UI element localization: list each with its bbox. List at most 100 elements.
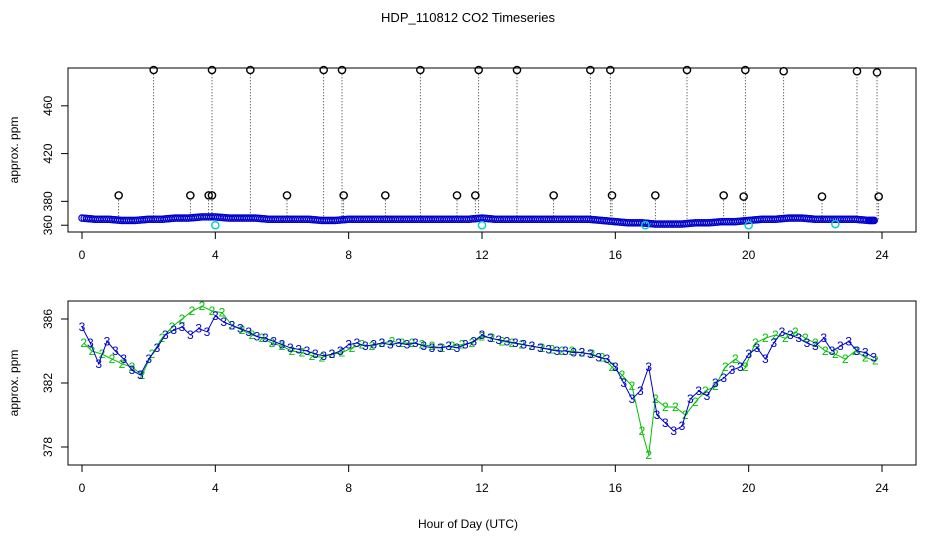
co2-outlier-point	[474, 65, 483, 75]
co2-digit-point: 3	[237, 322, 244, 336]
co2-digit-point: 3	[829, 344, 836, 358]
co2-digit-point: 3	[370, 338, 377, 352]
bottom-x-tick-label: 0	[79, 481, 86, 495]
co2-outlier-point	[872, 68, 882, 77]
co2-digit-point: 3	[429, 341, 436, 355]
co2-digit-point: 3	[837, 339, 844, 353]
co2-digit-point: 3	[112, 344, 119, 358]
co2-digit-point: 3	[329, 347, 336, 361]
top-panel: 0 4 8 12 16 20 24 360 380 420 460 approx. ppm	[7, 65, 917, 262]
co2-digit-point: 3	[220, 315, 227, 329]
co2-digit-point: 2	[109, 352, 116, 366]
co2-digit-point: 2	[199, 299, 206, 313]
co2-digit-point: 2	[189, 304, 196, 318]
co2-digit-point: 3	[795, 331, 802, 345]
co2-digit-point: 3	[362, 339, 369, 353]
co2-digit-point: 2	[509, 336, 516, 350]
co2-outlier-point	[186, 191, 195, 200]
co2-outlier-point	[207, 191, 217, 200]
co2-digit-point: 3	[454, 341, 461, 355]
bottom-x-tick-label: 20	[742, 481, 756, 495]
co2-digit-point: 2	[419, 338, 426, 352]
co2-digit-point: 2	[762, 331, 769, 345]
co2-outlier-point	[831, 219, 840, 229]
co2-outlier-point	[586, 65, 595, 75]
co2-digit-point: 3	[629, 392, 636, 406]
co2-digit-point: 3	[612, 360, 619, 374]
co2-digit-point: 3	[179, 320, 186, 334]
co2-outlier-point	[606, 65, 615, 75]
co2-outlier-point	[246, 65, 255, 75]
co2-digit-point: 2	[672, 400, 679, 414]
co2-digit-point: 2	[862, 350, 869, 364]
co2-digit-point: 3	[262, 331, 269, 345]
co2-digit-point: 2	[249, 328, 256, 342]
co2-band-point	[870, 216, 879, 225]
co2-digit-point: 3	[520, 338, 527, 352]
co2-digit-point: 3	[645, 360, 652, 374]
co2-outlier-point	[416, 65, 425, 75]
chart-title: HDP_110812 CO2 Timeseries	[381, 10, 555, 25]
co2-digit-point: 2	[645, 448, 652, 462]
co2-digit-point: 2	[289, 344, 296, 358]
co2-digit-point: 3	[120, 352, 127, 366]
co2-digit-point: 2	[792, 325, 799, 339]
co2-digit-point: 3	[637, 384, 644, 398]
co2-digit-point: 3	[562, 344, 569, 358]
co2-digit-point: 2	[459, 338, 466, 352]
co2-digit-point: 3	[529, 339, 536, 353]
co2-digit-point: 3	[470, 334, 477, 348]
co2-digit-point: 3	[462, 338, 469, 352]
co2-digit-point: 2	[722, 360, 729, 374]
co2-digit-point: 2	[852, 344, 859, 358]
co2-digit-point: 3	[295, 342, 302, 356]
top-y-axis-label: approx. ppm	[7, 117, 21, 184]
co2-outlier-point	[549, 191, 558, 200]
top-plot-frame	[67, 67, 917, 233]
co2-digit-point: 2	[499, 334, 506, 348]
bottom-y-tick-label: 378	[41, 437, 55, 457]
co2-digit-point: 3	[479, 328, 486, 342]
co2-digit-point: 3	[504, 334, 511, 348]
co2-outlier-point	[739, 192, 748, 201]
co2-digit-point: 2	[872, 354, 879, 368]
co2-digit-point: 3	[287, 341, 294, 355]
co2-digit-point: 3	[720, 371, 727, 385]
co2-digit-point: 2	[812, 336, 819, 350]
top-x-tick-label: 16	[609, 248, 623, 262]
co2-digit-point: 2	[119, 357, 126, 371]
co2-digit-point: 3	[437, 341, 444, 355]
co2-digit-point: 3	[420, 339, 427, 353]
bottom-y-tick-label: 382	[41, 373, 55, 393]
co2-digit-point: 3	[145, 352, 152, 366]
bottom-y-axis: 378 382 386	[41, 309, 68, 457]
co2-digit-point: 3	[862, 346, 869, 360]
co2-digit-point: 2	[179, 312, 186, 326]
co2-digit-point: 2	[139, 368, 146, 382]
co2-digit-point: 2	[772, 328, 779, 342]
top-data-marks	[78, 65, 883, 230]
co2-digit-point: 3	[554, 344, 561, 358]
co2-digit-point: 3	[662, 416, 669, 430]
co2-digit-point: 2	[259, 331, 266, 345]
co2-digit-point: 2	[479, 330, 486, 344]
co2-outlier-point	[651, 191, 660, 200]
co2-digit-point: 3	[304, 344, 311, 358]
co2-digit-point: 3	[704, 389, 711, 403]
co2-outlier-point	[852, 66, 862, 76]
co2-digit-point: 3	[745, 347, 752, 361]
co2-digit-point: 3	[545, 342, 552, 356]
co2-digit-point: 2	[569, 344, 576, 358]
top-x-tick-label: 12	[475, 248, 489, 262]
co2-digit-point: 3	[187, 328, 194, 342]
co2-digit-point: 2	[299, 346, 306, 360]
co2-digit-point: 3	[604, 352, 611, 366]
co2-digit-point: 3	[137, 368, 144, 382]
co2-digit-point: 3	[687, 392, 694, 406]
co2-digit-point: 3	[654, 408, 661, 422]
co2-digit-point: 3	[737, 360, 744, 374]
co2-digit-point: 3	[404, 338, 411, 352]
co2-digit-point: 2	[609, 360, 616, 374]
co2-digit-point: 2	[369, 339, 376, 353]
